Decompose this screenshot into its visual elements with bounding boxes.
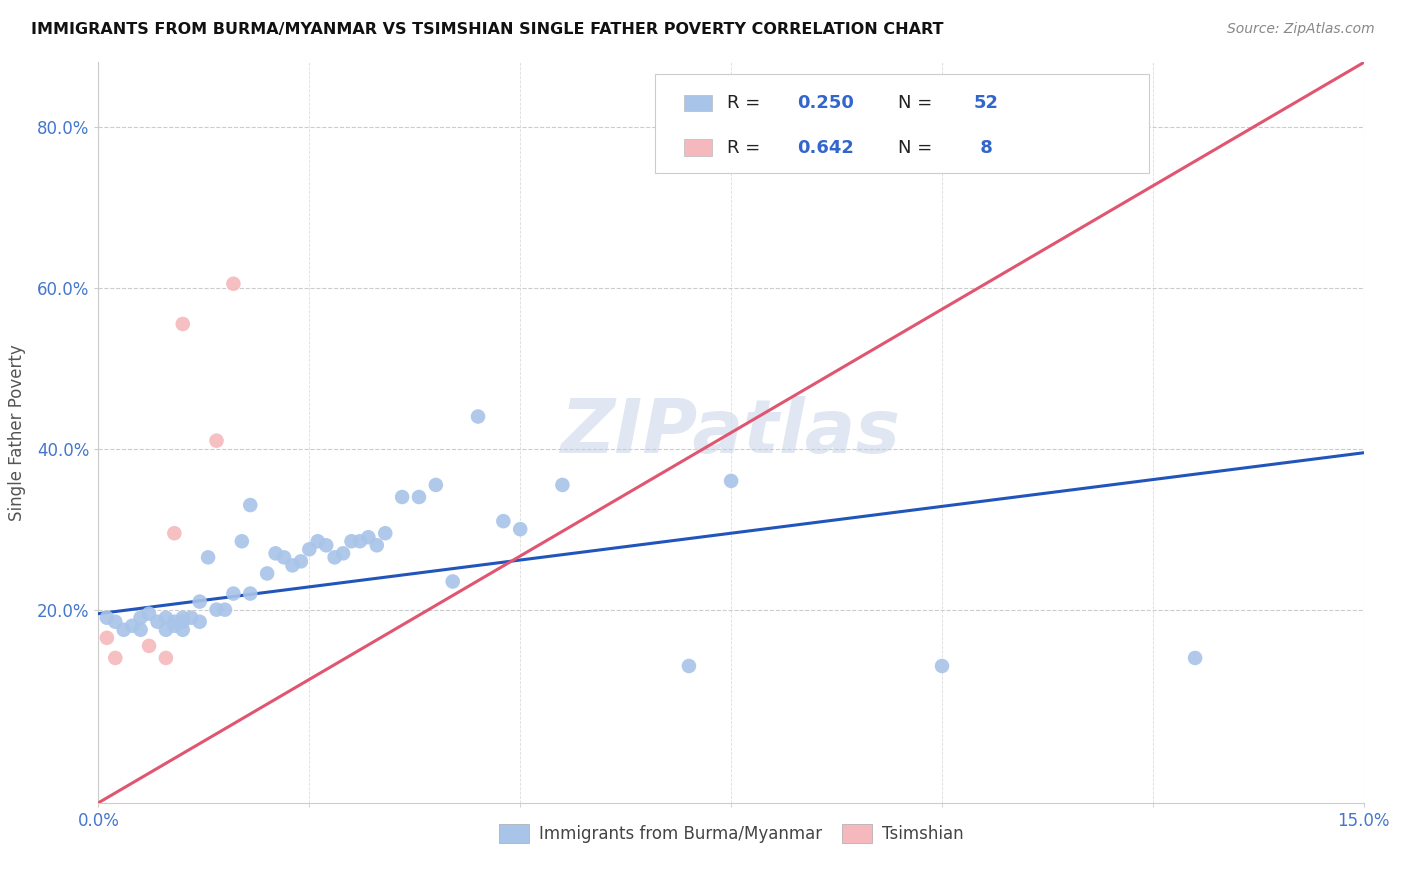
Point [425,478,447,492]
Point [205,434,228,448]
Point [155,651,177,665]
Point [1184,651,1206,665]
Point [197,550,219,565]
Point [281,558,304,573]
Point [188,594,211,608]
Point [509,522,531,536]
Text: 8: 8 [974,138,993,157]
Point [315,538,337,552]
Point [214,602,236,616]
Point [188,615,211,629]
Point [931,659,953,673]
Point [112,623,135,637]
Text: N =: N = [898,95,938,112]
Point [104,615,127,629]
Point [408,490,430,504]
Text: 0.250: 0.250 [797,95,853,112]
Point [155,610,177,624]
Point [720,474,742,488]
Point [239,586,262,600]
Point [239,498,262,512]
Point [340,534,363,549]
Text: N =: N = [898,138,938,157]
Text: R =: R = [727,138,766,157]
Point [467,409,489,424]
Point [172,615,194,629]
Point [298,542,321,557]
Point [366,538,388,552]
Point [104,651,127,665]
Point [273,550,295,565]
Point [121,619,143,633]
Point [163,526,186,541]
Point [163,615,186,629]
Point [492,514,515,528]
Point [96,610,118,624]
Point [264,546,287,560]
Text: ZIPatlas: ZIPatlas [561,396,901,469]
Point [231,534,253,549]
Point [172,317,194,331]
Point [96,631,118,645]
Point [129,610,152,624]
FancyBboxPatch shape [685,95,711,112]
Point [357,530,380,544]
Point [138,639,160,653]
Point [138,607,160,621]
Point [332,546,354,560]
Point [222,277,245,291]
Text: Source: ZipAtlas.com: Source: ZipAtlas.com [1227,22,1375,37]
Point [349,534,371,549]
Point [222,586,245,600]
Point [172,623,194,637]
Point [441,574,464,589]
Legend: Immigrants from Burma/Myanmar, Tsimshian: Immigrants from Burma/Myanmar, Tsimshian [492,817,970,850]
Point [551,478,574,492]
Text: IMMIGRANTS FROM BURMA/MYANMAR VS TSIMSHIAN SINGLE FATHER POVERTY CORRELATION CHA: IMMIGRANTS FROM BURMA/MYANMAR VS TSIMSHI… [31,22,943,37]
Text: R =: R = [727,95,766,112]
Y-axis label: Single Father Poverty: Single Father Poverty [8,344,25,521]
Point [307,534,329,549]
Text: 0.642: 0.642 [797,138,853,157]
Point [155,623,177,637]
Point [391,490,413,504]
Point [323,550,346,565]
Point [290,554,312,568]
Point [678,659,700,673]
Point [146,615,169,629]
Text: 52: 52 [974,95,1000,112]
Point [256,566,278,581]
Point [374,526,396,541]
Point [172,610,194,624]
Point [163,619,186,633]
Point [205,602,228,616]
FancyBboxPatch shape [685,139,711,156]
FancyBboxPatch shape [655,73,1149,173]
Point [180,610,202,624]
Point [129,623,152,637]
